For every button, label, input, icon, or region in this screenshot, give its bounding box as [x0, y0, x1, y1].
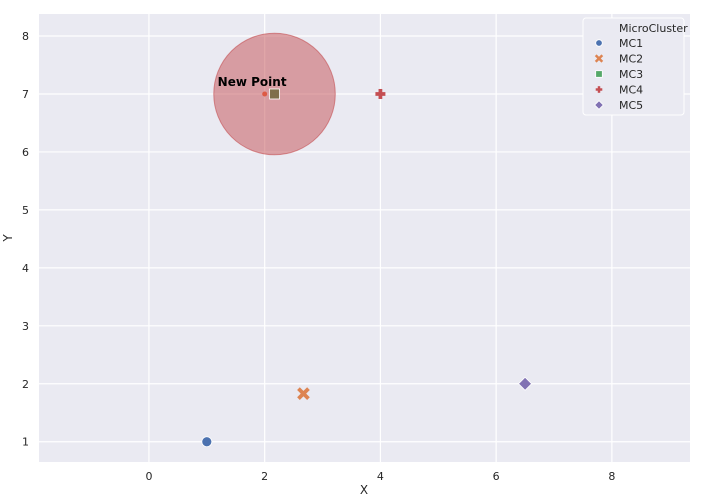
- legend-label-mc4: MC4: [619, 84, 643, 97]
- legend-label-mc1: MC1: [619, 37, 643, 50]
- legend-label-mc5: MC5: [619, 99, 643, 112]
- y-tick-label: 6: [22, 146, 29, 159]
- legend-marker-mc2: [594, 54, 604, 63]
- new-point-annotation: New Point: [218, 75, 287, 89]
- y-tick-label: 5: [22, 204, 29, 217]
- y-tick-label: 3: [22, 320, 29, 333]
- legend-box: [582, 17, 685, 116]
- y-tick-label: 7: [22, 88, 29, 101]
- x-tick-label: 6: [493, 470, 500, 483]
- legend-marker-mc3: [595, 70, 603, 78]
- y-tick-label: 8: [22, 30, 29, 43]
- y-tick-label: 1: [22, 436, 29, 449]
- y-tick-labels: 1 2 3 4 5 6 7 8: [22, 30, 29, 449]
- y-tick-label: 2: [22, 378, 29, 391]
- x-tick-label: 0: [145, 470, 152, 483]
- legend-label-mc3: MC3: [619, 68, 643, 81]
- y-tick-label: 4: [22, 262, 29, 275]
- x-tick-label: 4: [377, 470, 384, 483]
- data-marks: New Point: [201, 32, 533, 448]
- point-mc1: [201, 436, 213, 448]
- x-tick-label: 2: [261, 470, 268, 483]
- plot-background: [39, 14, 690, 462]
- point-mc4: [375, 88, 386, 99]
- grid-lines: [39, 14, 690, 462]
- legend-title: MicroCluster: [619, 22, 688, 35]
- y-axis-label: Y: [1, 234, 15, 243]
- legend-marker-mc1: [595, 39, 603, 47]
- point-mc3: [269, 88, 280, 100]
- point-mc5: [518, 376, 533, 391]
- legend-label-mc2: MC2: [619, 53, 643, 66]
- point-mc2: [297, 387, 310, 400]
- legend: MicroCluster MC1 MC2 MC3 MC4 MC5: [582, 17, 688, 116]
- x-axis-label: X: [360, 483, 368, 497]
- legend-marker-mc4: [595, 86, 603, 93]
- x-tick-labels: 0 2 4 6 8: [145, 470, 615, 483]
- new-point-marker: [262, 91, 268, 97]
- legend-marker-mc5: [594, 100, 604, 110]
- x-tick-label: 8: [608, 470, 615, 483]
